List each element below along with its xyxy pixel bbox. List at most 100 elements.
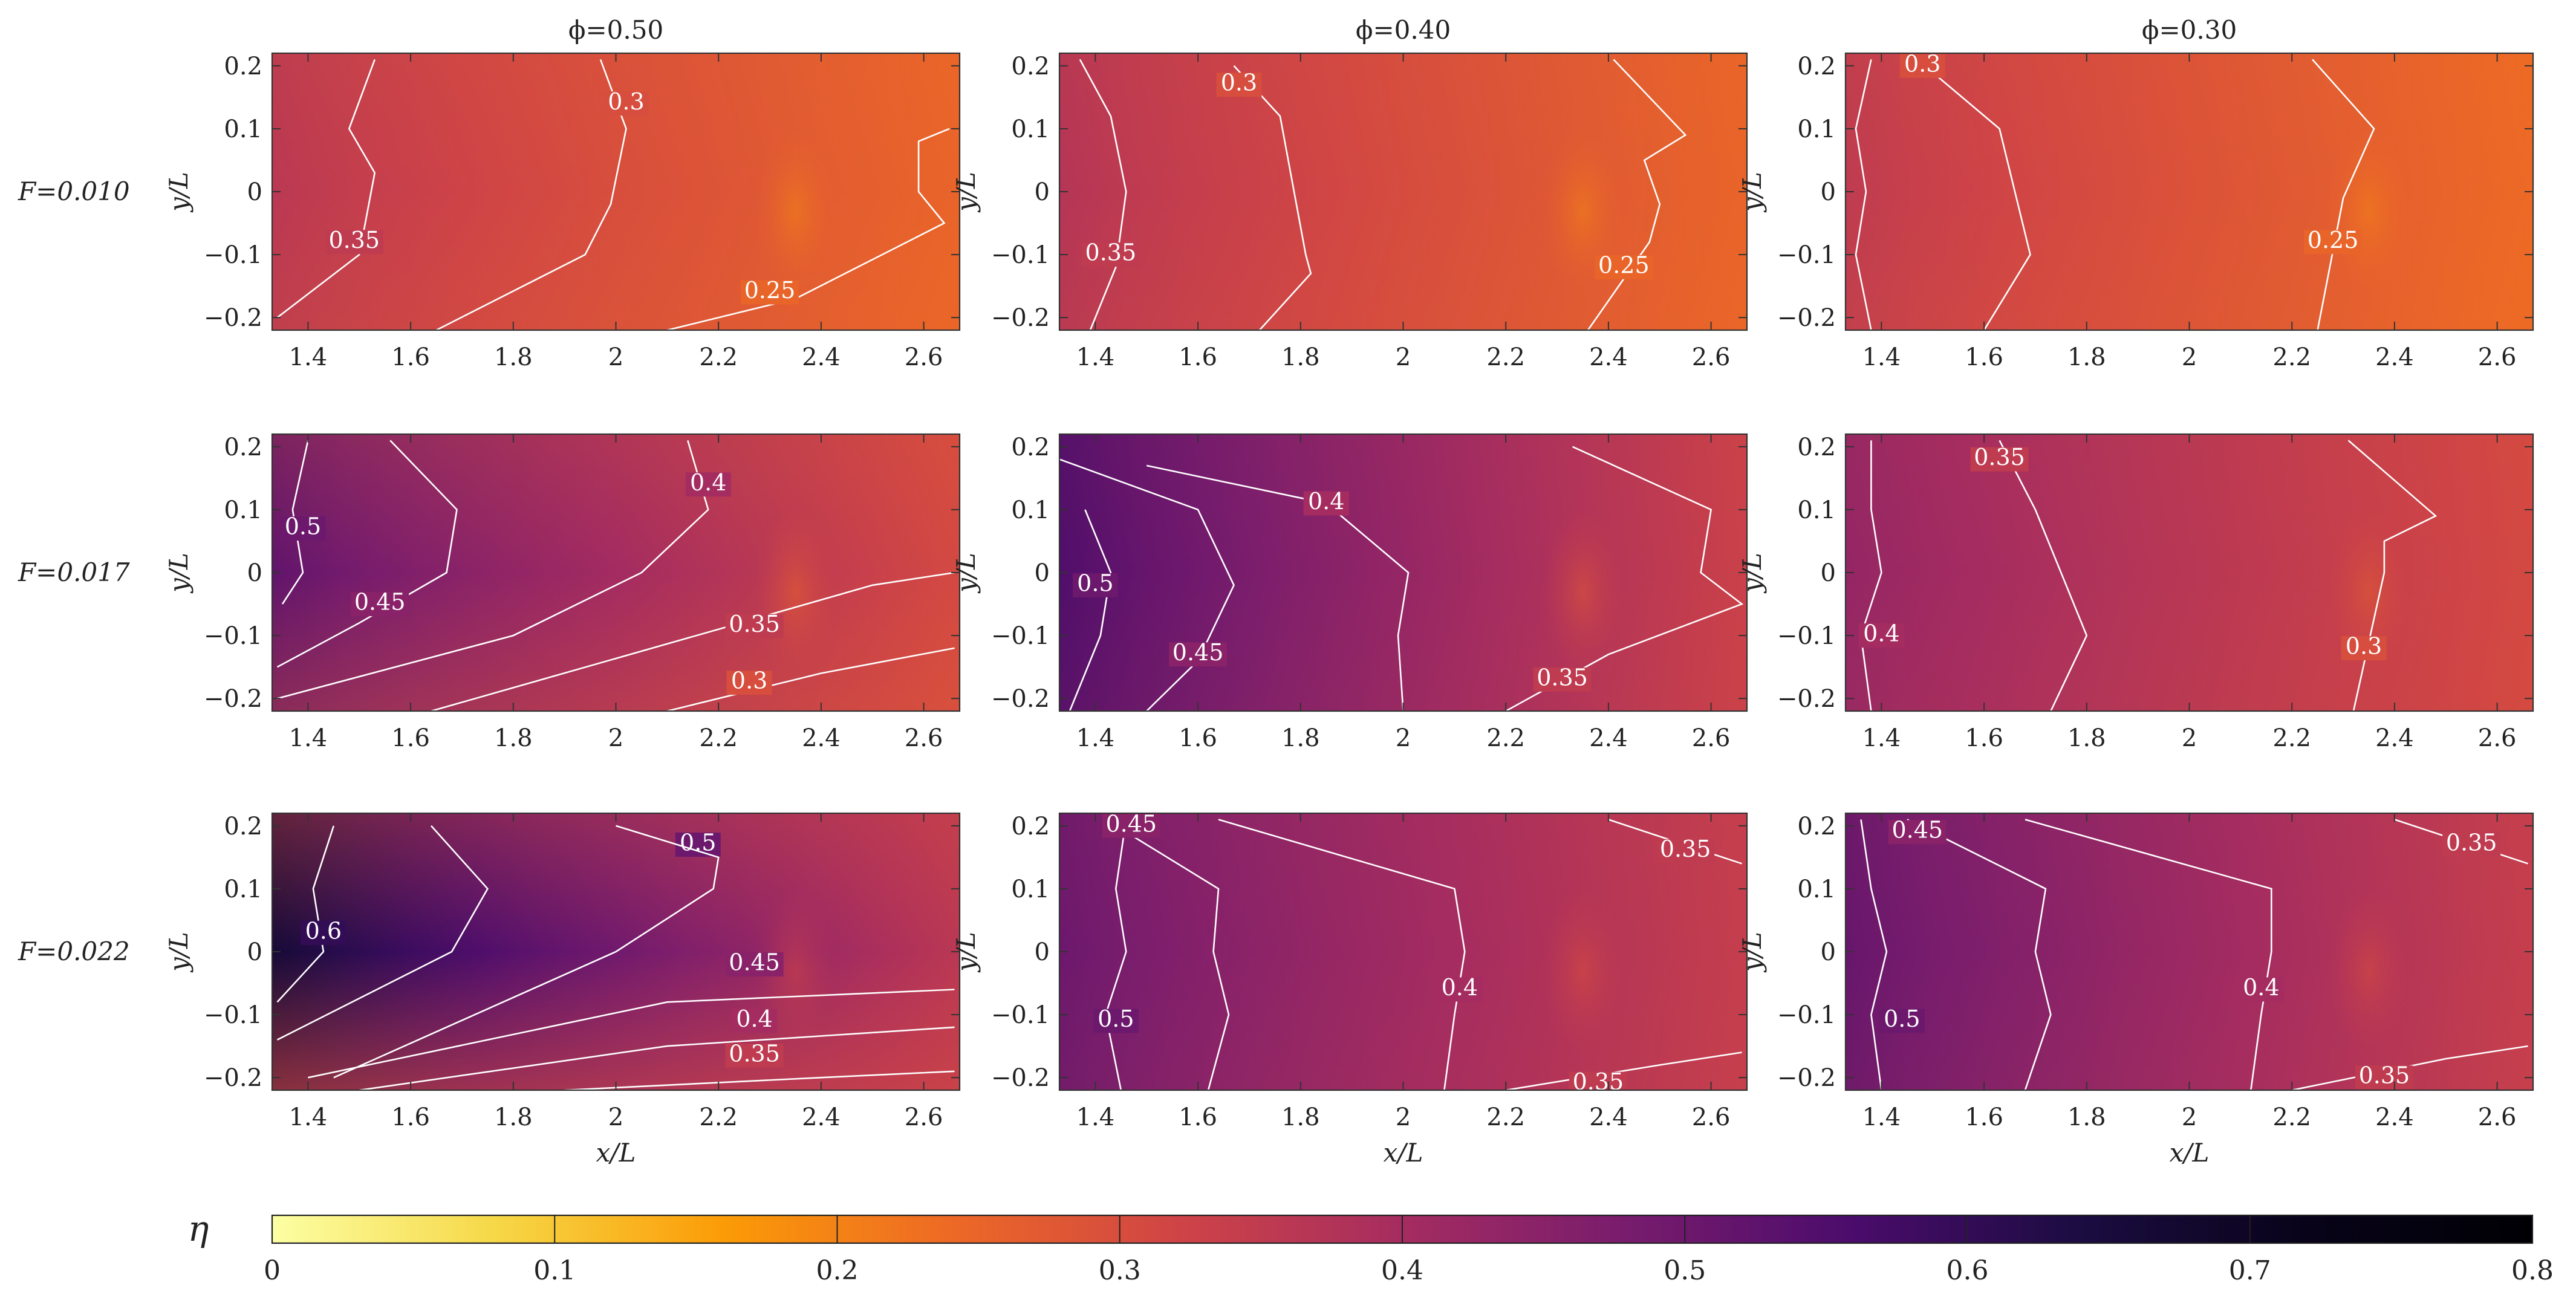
colorbar-tick-label: 0.4 (1381, 1255, 1423, 1286)
contour-set: 0.3 0.25 (1855, 50, 2375, 330)
y-tick-label: −0.1 (991, 241, 1050, 269)
y-tick-label: −0.1 (991, 1001, 1050, 1029)
x-tick-label: 2.2 (2272, 343, 2311, 371)
shadow-blob (2327, 887, 2410, 1054)
contour-line (276, 825, 489, 1041)
shadow-blob (1541, 508, 1624, 675)
contour-label: 0.4 (736, 1006, 772, 1032)
x-tick-label: 2.4 (2375, 1103, 2414, 1131)
contour-label-gap (2304, 230, 2363, 255)
contour-line (276, 59, 376, 319)
y-tick-label: 0 (1035, 559, 1050, 587)
contour-label-gap (1169, 642, 1228, 667)
contour-label-gap (1595, 255, 1653, 279)
x-tick-label: 2.6 (2478, 724, 2517, 752)
contour-label: 0.3 (731, 668, 767, 694)
y-tick-label: 0.1 (1797, 496, 1836, 524)
x-tick-label: 2.2 (1486, 1103, 1525, 1131)
x-tick-label: 1.8 (2067, 343, 2106, 371)
contour-line (1505, 1051, 1742, 1090)
contour-label-gap (1569, 1071, 1627, 1090)
y-axis-label: y/L (164, 553, 194, 594)
x-tick-label: 1.6 (391, 343, 430, 371)
x-tick-label: 1.4 (1862, 1103, 1901, 1131)
x-tick-label: 2.2 (2272, 1103, 2311, 1131)
x-tick-label: 1.8 (1281, 343, 1320, 371)
y-tick-label: −0.2 (1777, 685, 1836, 713)
edge-shading (1059, 53, 1747, 330)
colorbar: 0 0.1 0.2 0.3 0.4 0.5 0.6 0.7 0.8 η (188, 1208, 2554, 1286)
contour-label-gap (2238, 977, 2284, 1002)
x-tick-label: 1.8 (2067, 724, 2106, 752)
x-tick-label: 1.4 (289, 724, 328, 752)
panel-r1-c0: 0.5 0.45 0.4 0.35 0.3 1.4 1.6 1.8 2 2.2 2.4 2.6 −0.2… (18, 434, 961, 752)
contour-line (1860, 819, 1888, 1090)
contour-label: 0.35 (1537, 664, 1588, 690)
y-axis-label: y/L (1737, 553, 1767, 594)
contour-line (1218, 819, 1466, 1090)
contour-label: 0.3 (1221, 70, 1257, 96)
x-tick-label: 2.6 (1692, 724, 1731, 752)
x-tick-label: 1.4 (1076, 1103, 1115, 1131)
x-tick-label: 2.6 (1692, 343, 1731, 371)
x-tick-label: 2 (2182, 343, 2197, 371)
contour-label-gap (1533, 667, 1592, 692)
y-tick-label: 0 (247, 938, 262, 966)
x-tick-label: 1.6 (1179, 1103, 1217, 1131)
contour-label: 0.35 (729, 611, 780, 637)
panel-r2-c0: 0.6 0.5 0.45 0.4 0.35 1.4 1.6 1.8 2 2.2 2.4 2.6 −0.2… (18, 813, 961, 1168)
y-tick-label: 0 (247, 178, 262, 206)
y-axis-label: y/L (164, 172, 194, 213)
y-tick-label: −0.2 (204, 1064, 262, 1092)
y-tick-label: 0 (1035, 178, 1050, 206)
contour-label-gap (726, 671, 772, 695)
y-tick-label: 0 (1821, 559, 1836, 587)
contour-line (1916, 59, 2031, 330)
y-tick-label: −0.2 (991, 685, 1050, 713)
contour-label: 0.45 (729, 949, 780, 975)
y-axis-label: y/L (951, 932, 981, 973)
contour-line (1855, 59, 1872, 330)
shadow-blob (2327, 508, 2410, 675)
contour-set: 0.5 0.45 0.4 0.35 0.3 (276, 440, 955, 711)
y-tick-label: 0 (1821, 178, 1836, 206)
x-tick-label: 1.4 (1076, 343, 1115, 371)
x-tick-label: 2.6 (905, 343, 943, 371)
x-tick-label: 2.6 (905, 724, 943, 752)
contour-label: 0.35 (2446, 830, 2497, 856)
edge-shading (1059, 434, 1747, 711)
x-tick-label: 2 (2182, 1103, 2197, 1131)
contour-label: 0.45 (1105, 810, 1157, 837)
x-tick-label: 2.2 (1486, 343, 1525, 371)
x-tick-label: 2.2 (699, 724, 738, 752)
contour-label-gap (2355, 1065, 2413, 1090)
y-tick-label: 0.2 (224, 53, 262, 80)
contour-label: 0.35 (1660, 836, 1711, 862)
contour-label: 0.35 (2359, 1062, 2410, 1089)
y-tick-label: −0.2 (204, 685, 262, 713)
contour-label: 0.3 (1904, 50, 1940, 77)
contour-label: 0.45 (354, 589, 406, 616)
contour-label-gap (1081, 242, 1140, 267)
contour-set: 0.5 0.45 0.4 0.35 (1059, 446, 1744, 711)
shadow-blob (2327, 127, 2410, 294)
y-tick-label: −0.2 (204, 304, 262, 332)
contour-label: 0.4 (690, 469, 726, 496)
contour-label-gap (1093, 1009, 1139, 1033)
x-tick-label: 1.8 (494, 1103, 533, 1131)
panel-r2-c1: 0.5 0.45 0.4 0.35 0.35 1.4 1.6 1.8 2 2.2 2.4 2.6 −0.… (951, 810, 1748, 1168)
shadow-blob (754, 508, 837, 675)
contour-label: 0.25 (2308, 227, 2359, 253)
contour-label-gap (1072, 573, 1118, 597)
column-title: ϕ=0.50 (568, 15, 663, 45)
x-tick-label: 2.2 (699, 343, 738, 371)
contour-label-gap (1899, 53, 1945, 78)
contour-label: 0.35 (1085, 239, 1137, 266)
contour-line (2347, 440, 2438, 711)
x-tick-label: 2 (608, 1103, 623, 1131)
x-tick-label: 2.2 (2272, 724, 2311, 752)
panel-r1-c2: 0.4 0.35 0.3 1.4 1.6 1.8 2 2.2 2.4 2.6 −0.2 −0.1 0 0.… (1737, 434, 2534, 752)
contour-label-gap (280, 516, 326, 541)
colorbar-tick-label: 0 (264, 1255, 281, 1286)
x-tick-label: 1.4 (289, 343, 328, 371)
